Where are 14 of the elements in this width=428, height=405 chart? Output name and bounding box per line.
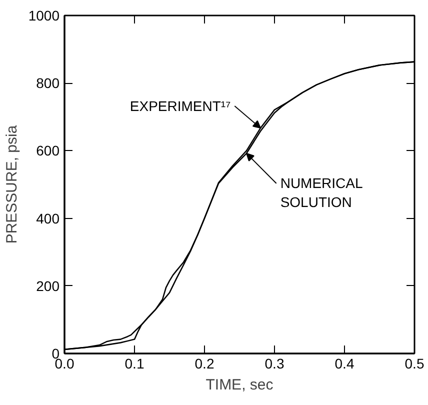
- y-tick-label: 1000: [28, 8, 60, 24]
- x-tick-label: 0.2: [194, 356, 214, 372]
- x-axis-title: TIME, sec: [206, 376, 274, 394]
- y-tick-label: 200: [36, 278, 60, 294]
- text: EXPERIMENT¹⁷: [130, 98, 231, 114]
- x-tick-label: 0.4: [334, 356, 354, 372]
- x-tick-label: 0.5: [404, 356, 424, 372]
- y-tick-label: 800: [36, 75, 60, 92]
- y-axis-title: PRESSURE, psia: [3, 124, 20, 244]
- y-tick-label: 400: [36, 210, 60, 226]
- y-tick-label: 600: [36, 142, 60, 159]
- x-tick-label: 0.1: [124, 356, 144, 372]
- text: NUMERICAL SOLUTION: [280, 174, 363, 210]
- x-tick-label: 0.3: [264, 356, 284, 372]
